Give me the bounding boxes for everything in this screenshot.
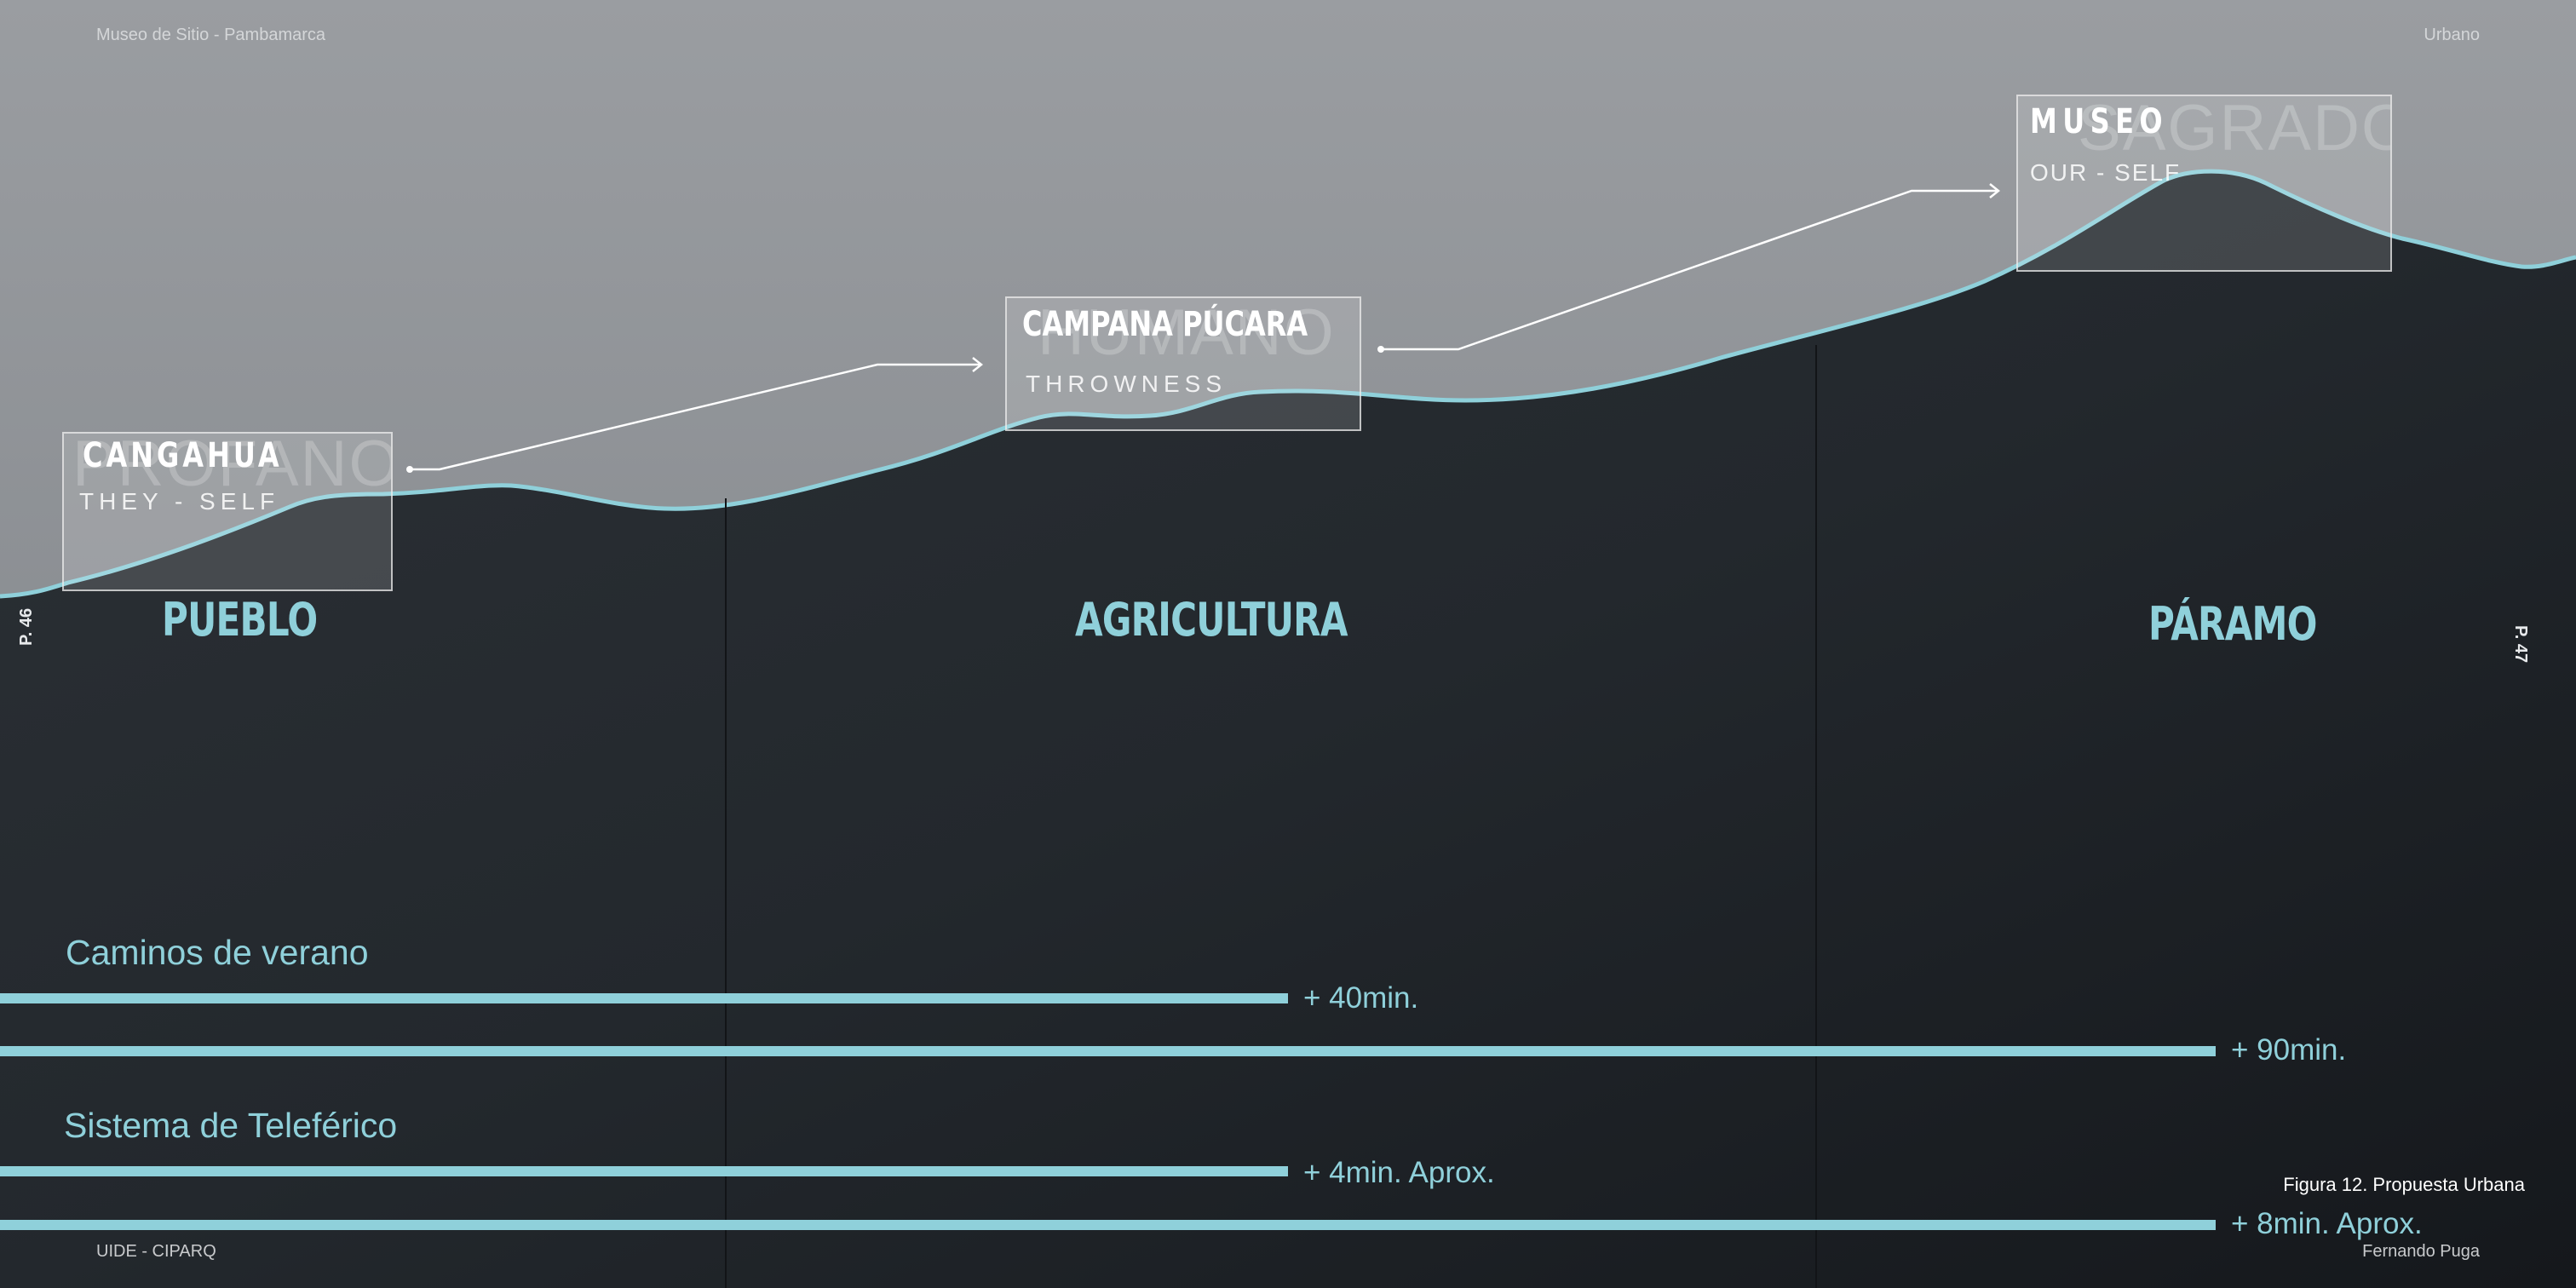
footer-right: Fernando Puga xyxy=(2362,1242,2480,1261)
route-bar xyxy=(0,1166,1288,1176)
route-time-label: + 8min. Aprox. xyxy=(2231,1207,2423,1240)
site-box-museo: SAGRADO MUSEO OUR - SELF xyxy=(2016,95,2392,272)
box-ghost-word: PROFANO xyxy=(72,432,393,500)
ground-area xyxy=(0,171,2576,1288)
box-title: MUSEO xyxy=(2030,102,2168,141)
site-box-campana-pucara: HUMANO CAMPANA PÚCARA THROWNESS xyxy=(1005,296,1361,431)
header-right: Urbano xyxy=(2424,26,2480,44)
page-number-left: P. 46 xyxy=(17,607,36,646)
connector-arrow-head-2 xyxy=(1989,183,2001,198)
route-time-label: + 4min. Aprox. xyxy=(1303,1156,1495,1189)
route-time-label: + 90min. xyxy=(2231,1033,2347,1067)
box-title: CANGAHUA xyxy=(83,436,283,475)
figure-caption: Figura 12. Propuesta Urbana xyxy=(2283,1174,2525,1195)
zone-label-agricultura: AGRICULTURA xyxy=(1075,593,1348,647)
box-subtitle: THEY - SELF xyxy=(79,488,280,515)
site-box-cangahua: PROFANO CANGAHUA THEY - SELF xyxy=(62,432,393,591)
connector-arrow-2 xyxy=(1381,189,1997,351)
box-ghost-word: HUMANO xyxy=(1038,296,1336,369)
box-subtitle: OUR - SELF xyxy=(2030,159,2182,186)
connector-arrow-1 xyxy=(411,363,980,471)
box-title: CAMPANA PÚCARA xyxy=(1022,305,1308,344)
page-number-right: P. 47 xyxy=(2511,625,2530,664)
route-title-teleferico: Sistema de Teleférico xyxy=(64,1106,398,1145)
zone-label-pueblo: PUEBLO xyxy=(162,593,318,647)
box-ghost-word: SAGRADO xyxy=(2078,95,2392,164)
zone-label-paramo: PÁRAMO xyxy=(2148,597,2317,651)
route-bar xyxy=(0,1220,2216,1230)
header-left: Museo de Sitio - Pambamarca xyxy=(96,26,326,44)
connector-dot-1 xyxy=(406,466,413,473)
connector-dot-2 xyxy=(1377,346,1384,353)
route-bar xyxy=(0,993,1288,1003)
route-title-caminos: Caminos de verano xyxy=(66,933,369,972)
route-time-label: + 40min. xyxy=(1303,981,1419,1015)
box-subtitle: THROWNESS xyxy=(1026,371,1227,397)
connector-arrow-head-1 xyxy=(972,357,984,372)
route-bar xyxy=(0,1046,2216,1056)
footer-left: UIDE - CIPARQ xyxy=(96,1242,216,1261)
terrain-profile-line xyxy=(0,169,2576,599)
